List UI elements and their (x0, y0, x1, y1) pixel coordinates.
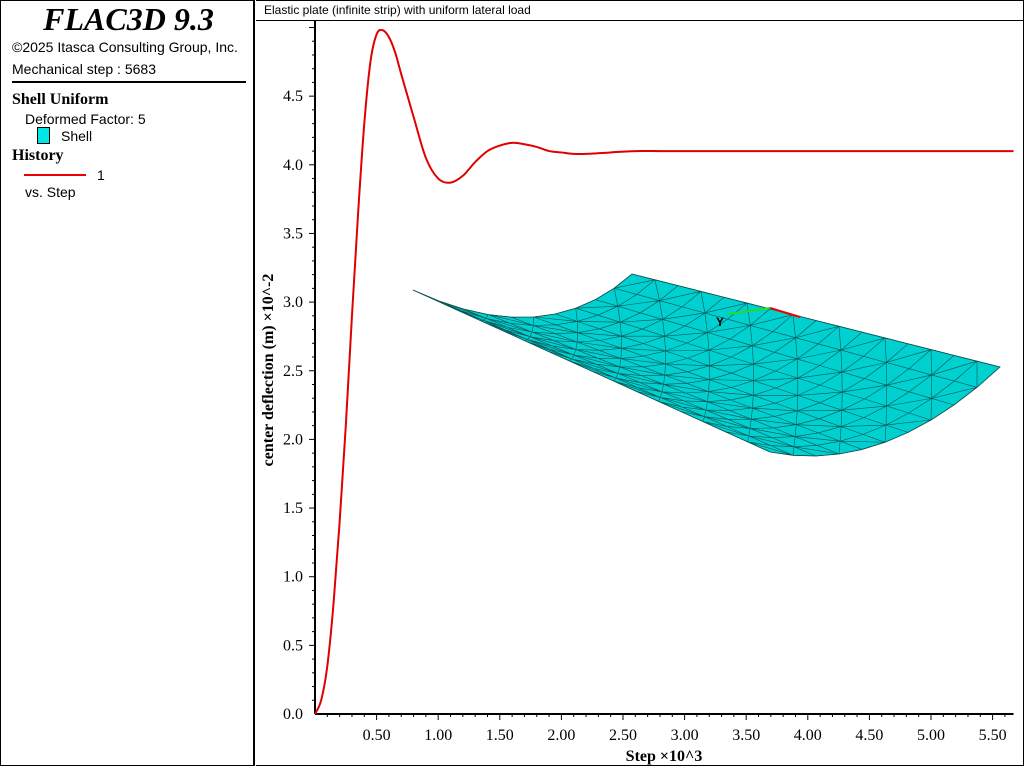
app-title: FLAC3D 9.3 (43, 1, 214, 37)
y-tick-label: 0.0 (283, 706, 303, 723)
x-tick-label: 5.50 (979, 727, 1007, 744)
y-tick-label: 4.0 (283, 157, 303, 174)
y-tick-label: 2.0 (283, 431, 303, 448)
plot-title: Elastic plate (infinite strip) with unif… (256, 0, 1023, 21)
step-status: Mechanical step : 5683 (12, 61, 156, 77)
divider (12, 81, 246, 83)
shell-mesh (412, 273, 1001, 457)
y-tick-label: 4.5 (283, 88, 303, 105)
x-axis-label: Step ×10^3 (626, 748, 703, 765)
x-tick-label: 3.00 (671, 727, 699, 744)
axis-triad-x (769, 307, 801, 318)
legend-panel: FLAC3D 9.3 ©2025 Itasca Consulting Group… (0, 0, 255, 766)
copyright: ©2025 Itasca Consulting Group, Inc. (12, 39, 238, 55)
y-tick-label: 1.5 (283, 500, 303, 517)
x-tick-label: 4.50 (855, 727, 883, 744)
y-tick-label: 3.0 (283, 294, 303, 311)
x-tick-label: 2.00 (547, 727, 575, 744)
history-line-icon (24, 174, 86, 176)
vs-label: vs. Step (25, 184, 76, 200)
deformed-factor: Deformed Factor: 5 (25, 111, 146, 127)
history-line-1 (314, 28, 1014, 715)
x-tick-label: 1.00 (424, 727, 452, 744)
y-axis-label: center deflection (m) ×10^-2 (260, 274, 277, 467)
y-tick-label: 1.0 (283, 569, 303, 586)
history-heading: History (12, 147, 64, 164)
y-tick-label: 0.5 (283, 637, 303, 654)
x-tick-label: 1.50 (486, 727, 514, 744)
x-tick-label: 5.00 (917, 727, 945, 744)
y-tick-label: 3.5 (283, 225, 303, 242)
shell-label: Shell (61, 128, 93, 144)
x-tick-label: 4.00 (794, 727, 822, 744)
shell-swatch-icon (37, 127, 50, 144)
x-tick-label: 0.50 (363, 727, 391, 744)
y-tick-label: 2.5 (283, 363, 303, 380)
axis-triad-label: Y (716, 315, 724, 329)
plot-name: Shell Uniform (12, 91, 109, 108)
axis-triad-y (727, 307, 771, 315)
x-tick-label: 2.50 (609, 727, 637, 744)
x-tick-label: 3.50 (732, 727, 760, 744)
history-id: 1 (97, 167, 105, 183)
